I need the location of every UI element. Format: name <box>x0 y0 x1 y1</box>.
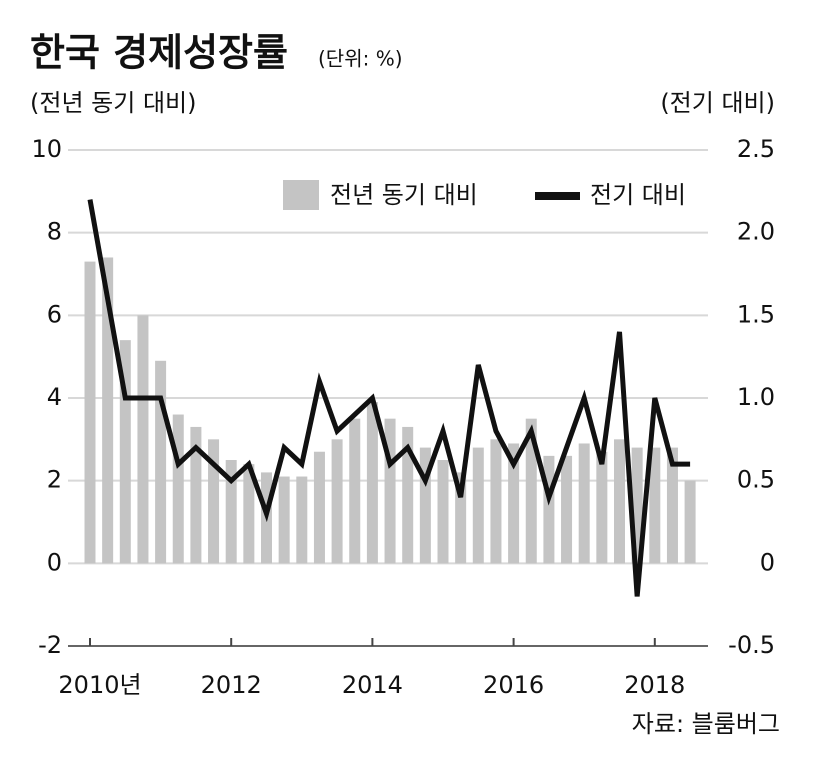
bar <box>155 360 167 564</box>
bar <box>349 418 361 564</box>
bar <box>561 455 573 564</box>
bar <box>119 340 131 564</box>
bar <box>419 447 431 564</box>
bar <box>525 418 537 564</box>
x-tick-label: 2018 <box>624 671 685 699</box>
y2-tick-label: 1.0 <box>737 383 775 411</box>
bar <box>472 447 484 564</box>
bar <box>313 451 325 564</box>
chart-title: 한국 경제성장률 <box>30 31 288 75</box>
bar <box>225 460 237 564</box>
bar <box>543 455 555 564</box>
bar <box>137 315 149 564</box>
x-tick-label: 2014 <box>342 671 403 699</box>
legend-label: 전기 대비 <box>590 181 686 209</box>
legend-swatch <box>283 180 319 210</box>
source-note: 자료: 블룸버그 <box>632 710 780 738</box>
y2-tick-label: 2.5 <box>737 135 775 163</box>
bar <box>102 257 114 564</box>
bar <box>684 480 696 564</box>
y-tick-label: 8 <box>47 218 62 246</box>
x-tick-label: 2010년 <box>58 671 141 699</box>
y2-tick-label: 1.5 <box>737 300 775 328</box>
bar <box>296 476 308 564</box>
y2-tick-label: -0.5 <box>728 631 775 659</box>
bar <box>614 439 625 564</box>
y-tick-label: 10 <box>31 135 62 163</box>
y-tick-label: 4 <box>47 383 62 411</box>
bar <box>278 476 290 564</box>
y2-tick-label: 0 <box>760 548 775 576</box>
bar <box>666 447 678 564</box>
bar <box>490 439 502 564</box>
y-tick-label: 6 <box>47 300 62 328</box>
bar <box>578 443 590 564</box>
bar <box>208 439 220 564</box>
chart-subtitle: (단위: %) <box>318 47 403 71</box>
y-tick-label: 0 <box>47 548 62 576</box>
bar <box>84 261 96 564</box>
y2-axis-title: (전기 대비) <box>660 89 775 117</box>
bar <box>190 426 202 564</box>
bar <box>649 447 661 564</box>
y-tick-label: -2 <box>38 631 62 659</box>
bar <box>455 472 467 564</box>
bar <box>384 418 396 564</box>
y-axis-title: (전년 동기 대비) <box>30 89 196 117</box>
bar <box>402 426 414 564</box>
line <box>87 199 691 597</box>
bar <box>366 402 378 564</box>
bar <box>243 464 255 564</box>
bar <box>631 447 643 564</box>
bar <box>508 443 520 564</box>
legend-label: 전년 동기 대비 <box>330 181 478 209</box>
x-tick-label: 2012 <box>201 671 262 699</box>
y-tick-label: 2 <box>47 466 62 494</box>
x-tick-label: 2016 <box>483 671 544 699</box>
bar <box>172 414 184 564</box>
bar <box>437 460 449 564</box>
y2-tick-label: 2.0 <box>737 218 775 246</box>
bar <box>596 451 608 564</box>
y2-tick-label: 0.5 <box>737 466 775 494</box>
bar <box>331 439 343 564</box>
